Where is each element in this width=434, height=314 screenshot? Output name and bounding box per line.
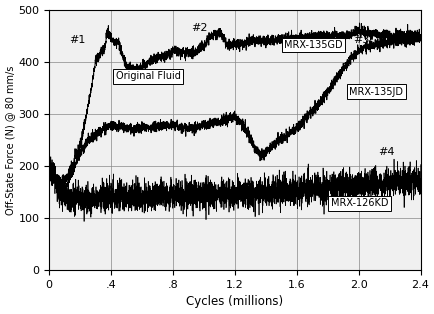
Y-axis label: Off-State Force (N) @ 80 mm/s: Off-State Force (N) @ 80 mm/s: [6, 65, 16, 214]
Text: #4: #4: [377, 147, 394, 157]
Text: #1: #1: [69, 35, 85, 45]
Text: Original Fluid: Original Fluid: [115, 71, 180, 81]
Text: MRX-126KD: MRX-126KD: [330, 198, 388, 208]
Text: MRX-135GD: MRX-135GD: [284, 40, 342, 50]
Text: #3: #3: [353, 35, 369, 45]
Text: #2: #2: [191, 23, 207, 33]
X-axis label: Cycles (millions): Cycles (millions): [186, 295, 283, 308]
Text: MRX-135JD: MRX-135JD: [349, 87, 402, 97]
